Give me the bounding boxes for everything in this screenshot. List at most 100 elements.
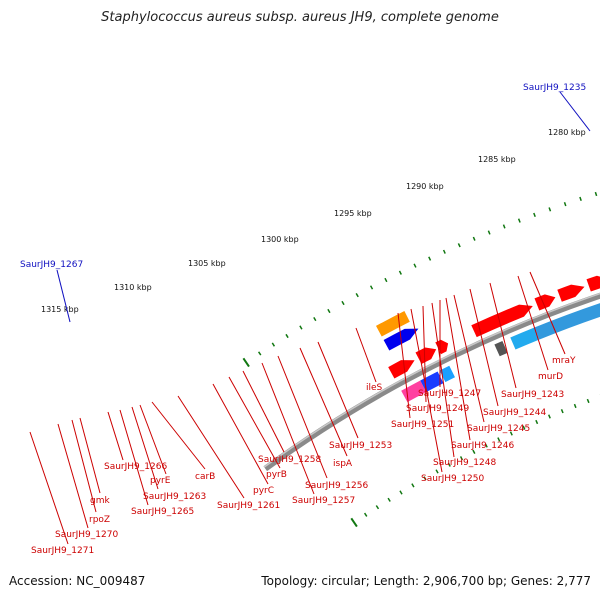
scale-tick	[586, 398, 590, 404]
gene-label: rpoZ	[89, 515, 110, 525]
scale-tick	[355, 293, 359, 298]
scale-tick	[257, 351, 262, 356]
scale-tick	[579, 196, 582, 202]
scale-ticks	[242, 191, 600, 528]
gene-label: SaurJH9_1270	[55, 530, 118, 540]
gene-label: SaurJH9_1257	[292, 496, 355, 506]
label-leader	[469, 288, 499, 407]
kbp-label: 1280 kbp	[548, 128, 586, 137]
label-leader	[107, 411, 124, 461]
gene-label: SaurJH9_1263	[143, 492, 206, 502]
scale-tick	[502, 224, 506, 229]
label-leader	[317, 341, 359, 439]
scale-tick	[594, 191, 598, 197]
gene-block	[439, 365, 455, 383]
gene-label: mraY	[552, 356, 576, 366]
label-leader	[529, 271, 566, 355]
scale-tick	[398, 270, 402, 275]
scale-tick	[363, 512, 368, 517]
gene-label: SaurJH9_1246	[451, 441, 514, 451]
scale-tick	[459, 456, 464, 461]
label-leader	[151, 401, 206, 470]
label-leader	[177, 395, 245, 499]
scale-tick	[563, 201, 567, 207]
kbp-label: 1300 kbp	[261, 235, 299, 244]
scale-tick	[271, 342, 276, 347]
kbp-label: 1310 kbp	[114, 283, 152, 292]
gene-label: SaurJH9_1247	[418, 389, 481, 399]
scale-tick	[411, 483, 415, 488]
label-leader	[79, 417, 101, 494]
label-leader	[131, 406, 159, 490]
gene-block	[376, 311, 410, 337]
scale-tick	[535, 419, 539, 425]
scale-tick	[533, 212, 536, 218]
scale-tick	[497, 437, 501, 442]
label-leader	[29, 431, 69, 545]
label-leader	[397, 312, 411, 419]
scale-tick	[442, 249, 446, 254]
label-leader	[57, 423, 89, 529]
gene-label: SaurJH9_1258	[258, 455, 321, 465]
scale-tick	[313, 317, 317, 322]
topology-text: Topology: circular; Length: 2,906,700 bp…	[261, 574, 591, 588]
kbp-label: 1305 kbp	[188, 259, 226, 268]
gene-block	[510, 327, 540, 350]
scale-tick	[384, 277, 388, 283]
scale-tick	[423, 476, 427, 481]
gene-label: SaurJH9_1271	[31, 546, 94, 556]
label-leader	[453, 294, 485, 423]
scale-tick	[548, 414, 551, 419]
gene-label: SaurJH9_1248	[433, 458, 496, 468]
label-leader	[261, 362, 315, 495]
scale-tick	[341, 300, 345, 306]
label-leader	[71, 419, 97, 513]
cds-arrow	[534, 294, 556, 311]
cds-arrow	[586, 275, 600, 292]
scale-tick	[560, 409, 564, 414]
gene-label: SaurJH9_1261	[217, 501, 280, 511]
label-leader	[355, 327, 377, 383]
kbp-label: 1315 kbp	[41, 305, 79, 314]
gene-label: pyrE	[150, 476, 171, 486]
label-leader	[445, 297, 471, 441]
scale-tick	[375, 505, 380, 510]
cds-arrow	[471, 304, 533, 338]
gene-label: SaurJH9_1245	[467, 424, 530, 434]
cds-arrow	[435, 339, 449, 355]
cds-arrow	[388, 360, 415, 379]
label-leader	[517, 275, 549, 371]
scale-tick	[457, 243, 461, 248]
scale-tick	[369, 285, 374, 290]
gene-label: ileS	[366, 383, 383, 393]
scale-tick	[487, 230, 491, 235]
scale-tick	[435, 469, 439, 474]
gene-block	[534, 303, 600, 340]
label-leader	[410, 308, 443, 473]
label-leader	[228, 376, 281, 469]
backbone-highlight	[263, 292, 600, 468]
accession-text: Accession: NC_009487	[9, 574, 146, 588]
gene-label: SaurJH9_1251	[391, 420, 454, 430]
kbp-label: 1285 kbp	[478, 155, 516, 164]
gene-label: SaurJH9_1244	[483, 408, 546, 418]
gene-label: pyrB	[266, 470, 287, 480]
gene-label: SaurJH9_1253	[329, 441, 392, 451]
scale-tick	[327, 308, 331, 314]
gene-label: SaurJH9_1265	[131, 507, 194, 517]
callout-label: SaurJH9_1235	[523, 83, 586, 93]
gene-label: SaurJH9_1266	[104, 462, 167, 472]
label-leader	[119, 409, 149, 506]
backbone-arc	[263, 292, 600, 472]
gene-label: SaurJH9_1249	[406, 404, 469, 414]
kbp-label: 1290 kbp	[406, 182, 444, 191]
scale-tick	[285, 333, 289, 339]
label-leaders	[29, 271, 566, 545]
gene-label: gmk	[90, 496, 110, 506]
label-leader	[489, 282, 517, 389]
callouts: SaurJH9_1235 SaurJH9_1267	[20, 83, 591, 323]
gene-label: ispA	[333, 459, 353, 469]
scale-tick	[484, 443, 488, 448]
scale-labels: 1280 kbp 1285 kbp 1290 kbp 1295 kbp 1300…	[41, 128, 586, 314]
